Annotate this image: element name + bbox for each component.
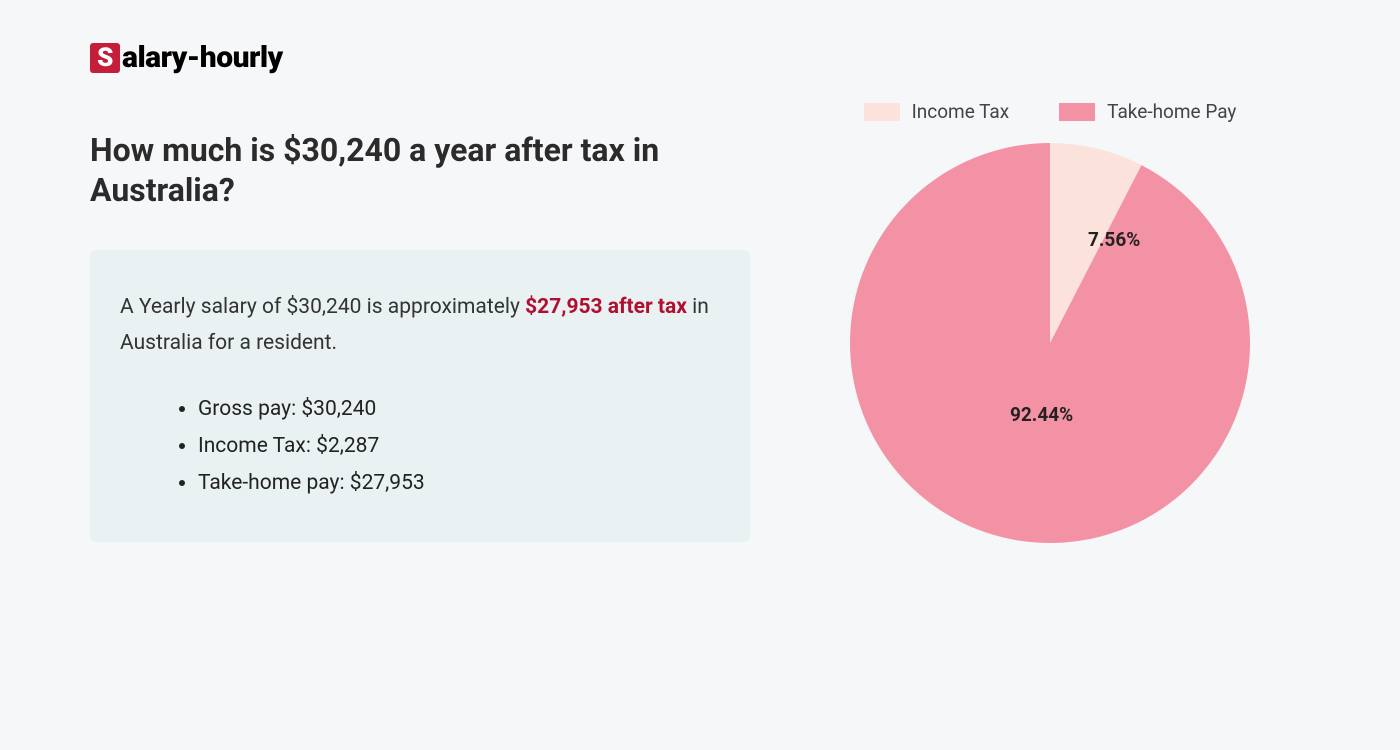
legend-label-take-home: Take-home Pay [1107,100,1236,123]
legend-swatch-income-tax [864,103,900,121]
site-logo: Salary-hourly [90,40,283,75]
content-column: How much is $30,240 a year after tax in … [90,130,750,542]
summary-prefix: A Yearly salary of $30,240 is approximat… [120,295,525,319]
page-headline: How much is $30,240 a year after tax in … [90,130,750,210]
chart-legend: Income Tax Take-home Pay [820,100,1280,123]
logo-text: alary-hourly [122,40,283,75]
summary-bullets: Gross pay: $30,240 Income Tax: $2,287 Ta… [120,391,720,501]
summary-highlight: $27,953 after tax [525,295,687,319]
bullet-income-tax: Income Tax: $2,287 [198,428,720,465]
pie-svg [850,143,1250,543]
summary-box: A Yearly salary of $30,240 is approximat… [90,250,750,542]
legend-label-income-tax: Income Tax [912,100,1010,123]
pie-chart-area: Income Tax Take-home Pay 7.56% 92.44% [820,100,1280,543]
legend-swatch-take-home [1059,103,1095,121]
pie-chart: 7.56% 92.44% [850,143,1250,543]
legend-item-income-tax: Income Tax [864,100,1010,123]
bullet-gross-pay: Gross pay: $30,240 [198,391,720,428]
summary-text: A Yearly salary of $30,240 is approximat… [120,290,720,361]
slice-label-income-tax: 7.56% [1088,228,1140,251]
bullet-take-home: Take-home pay: $27,953 [198,465,720,502]
legend-item-take-home: Take-home Pay [1059,100,1236,123]
logo-badge: S [90,43,120,73]
slice-label-take-home: 92.44% [1010,403,1073,426]
